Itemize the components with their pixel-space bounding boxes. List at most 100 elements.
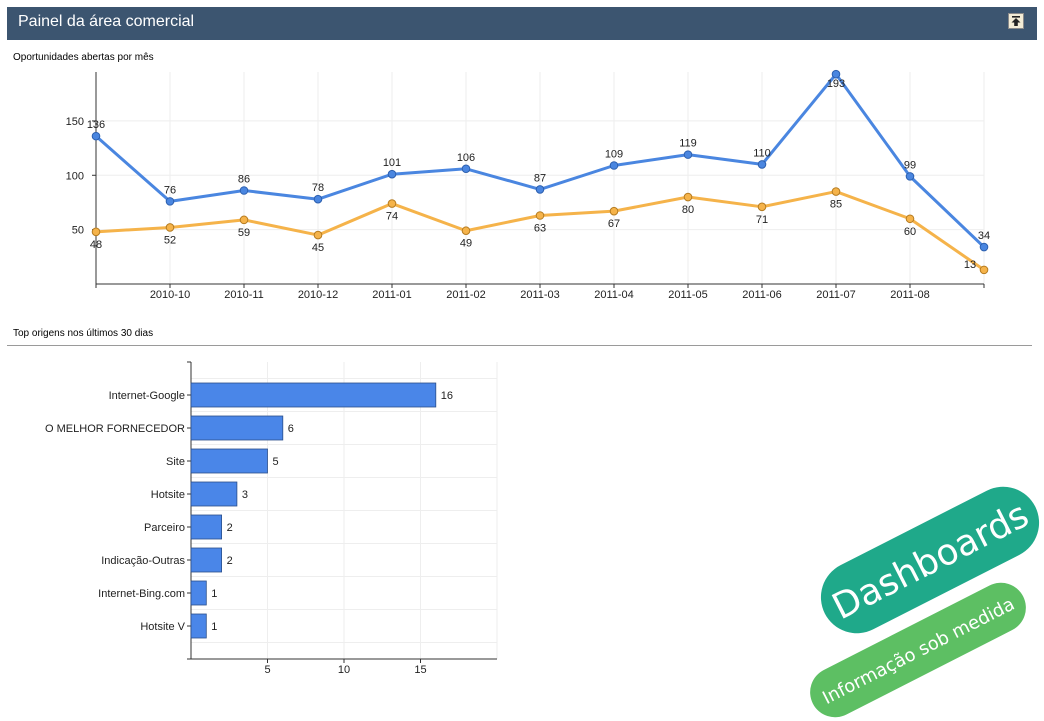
- line-data-label-orange: 48: [90, 239, 102, 251]
- bar-0: [190, 382, 437, 408]
- arrow-up-icon: [1011, 16, 1021, 26]
- line-point-orange: [609, 206, 619, 216]
- line-chart-x-tick-label: 2011-06: [742, 289, 782, 301]
- line-chart-x-tick-label: 2010-10: [150, 289, 190, 301]
- bar-7: [190, 613, 207, 639]
- line-data-label-orange: 45: [312, 242, 324, 254]
- line-point-blue: [91, 131, 101, 141]
- bar-value-label: 16: [441, 390, 453, 402]
- line-point-orange: [683, 192, 693, 202]
- line-chart-y-tick-label: 50: [72, 225, 84, 237]
- line-data-label-blue: 109: [605, 148, 623, 160]
- bar-category-label: Hotsite: [151, 489, 185, 501]
- bar-chart-x-tick-label: 15: [414, 664, 426, 676]
- bar-5: [190, 547, 223, 573]
- line-data-label-orange: 63: [534, 223, 546, 235]
- panel-title: Painel da área comercial: [18, 13, 195, 30]
- line-point-orange: [165, 223, 175, 232]
- bar-category-label: Hotsite V: [140, 621, 185, 633]
- line-chart-x-tick-label: 2011-02: [446, 289, 486, 301]
- bar-category-label: Parceiro: [144, 522, 185, 534]
- line-data-label-orange: 80: [682, 204, 694, 216]
- line-chart-x-tick-label: 2010-12: [298, 289, 338, 301]
- line-data-label-blue: 193: [827, 78, 845, 90]
- line-data-label-orange: 85: [830, 199, 842, 211]
- banner-secondary-pill: [810, 582, 1026, 718]
- bar-3: [190, 481, 238, 507]
- line-data-label-blue: 99: [904, 159, 916, 171]
- line-point-blue: [831, 69, 841, 79]
- line-chart-x-tick-label: 2011-05: [668, 289, 708, 301]
- line-data-label-orange: 49: [460, 238, 472, 250]
- line-point-blue: [609, 161, 619, 170]
- line-point-blue: [683, 150, 693, 159]
- line-chart-y-tick-label: 150: [66, 116, 84, 128]
- line-data-label-blue: 106: [457, 152, 475, 164]
- line-data-label-blue: 34: [978, 230, 990, 242]
- line-point-orange: [535, 211, 545, 220]
- line-point-orange: [461, 226, 471, 236]
- bar-chart-title: Top origens nos últimos 30 dias: [13, 328, 154, 339]
- line-data-label-blue: 87: [534, 172, 546, 184]
- line-point-orange: [905, 214, 915, 224]
- line-data-label-orange: 67: [608, 218, 620, 230]
- line-data-label-orange: 60: [904, 226, 916, 238]
- bar-chart-x-tick-label: 5: [264, 664, 270, 676]
- line-data-label-orange: 71: [756, 214, 768, 226]
- bar-value-label: 2: [227, 555, 233, 567]
- line-point-orange: [313, 230, 323, 240]
- line-point-blue: [239, 186, 249, 195]
- line-chart-y-tick-label: 100: [66, 170, 84, 182]
- line-chart-x-tick-label: 2011-04: [594, 289, 634, 301]
- line-data-label-blue: 136: [87, 119, 105, 131]
- line-chart-x-tick-label: 2011-03: [520, 289, 560, 301]
- line-point-orange: [979, 265, 989, 275]
- bar-category-label: Site: [166, 456, 185, 468]
- line-chart-x-tick-label: 2011-01: [372, 289, 412, 301]
- line-point-orange: [239, 215, 249, 225]
- bar-value-label: 5: [273, 456, 279, 468]
- line-point-blue: [461, 164, 471, 174]
- collapse-button[interactable]: [1008, 13, 1024, 29]
- line-point-blue: [313, 194, 323, 204]
- line-data-label-orange: 13: [964, 259, 976, 271]
- bar-value-label: 2: [227, 522, 233, 534]
- line-data-label-blue: 119: [679, 138, 697, 150]
- banner-primary-pill: [820, 486, 1040, 634]
- line-data-label-orange: 59: [238, 227, 250, 239]
- line-point-blue: [165, 197, 175, 206]
- line-point-blue: [535, 185, 545, 194]
- bar-value-label: 1: [211, 621, 217, 633]
- line-chart-x-tick-label: 2011-07: [816, 289, 856, 301]
- bar-value-label: 6: [288, 423, 294, 435]
- bar-2: [190, 448, 268, 474]
- line-data-label-blue: 110: [753, 147, 771, 159]
- line-data-label-orange: 74: [386, 211, 398, 223]
- line-chart-title: Oportunidades abertas por mês: [13, 52, 154, 63]
- panel-header: Painel da área comercial: [7, 7, 1037, 40]
- line-point-orange: [831, 187, 841, 196]
- bar-category-label: Indicação-Outras: [101, 555, 185, 567]
- section-divider: [7, 345, 1032, 346]
- line-data-label-orange: 52: [164, 234, 176, 246]
- line-point-orange: [757, 202, 767, 212]
- bar-4: [190, 514, 223, 540]
- bar-value-label: 3: [242, 489, 248, 501]
- bar-6: [190, 580, 207, 606]
- bar-category-label: Internet-Bing.com: [98, 588, 185, 600]
- line-point-blue: [979, 242, 989, 252]
- bar-category-label: Internet-Google: [109, 390, 185, 402]
- line-data-label-blue: 76: [164, 184, 176, 196]
- line-point-orange: [387, 199, 397, 208]
- bar-category-label: O MELHOR FORNECEDOR: [45, 423, 185, 435]
- bar-1: [190, 415, 284, 441]
- line-data-label-blue: 101: [383, 157, 401, 169]
- bar-value-label: 1: [211, 588, 217, 600]
- line-point-orange: [91, 227, 101, 237]
- line-chart-x-tick-label: 2010-11: [224, 289, 264, 301]
- line-point-blue: [905, 172, 915, 181]
- line-data-label-blue: 86: [238, 174, 250, 186]
